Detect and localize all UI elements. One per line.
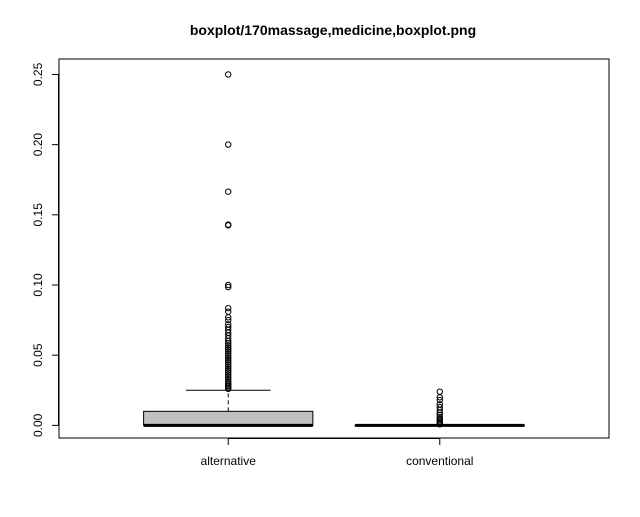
outlier-point: [225, 385, 232, 393]
outlier-point: [225, 363, 232, 370]
x-axis: alternative conventional: [201, 438, 473, 468]
outlier-point: [225, 308, 232, 315]
y-tick-label: 0.05: [31, 343, 45, 367]
outlier-point: [225, 354, 232, 362]
outlier-point: [225, 350, 232, 357]
outlier-point: [225, 188, 232, 195]
box-group-conventional: [354, 388, 525, 428]
outlier-point: [225, 314, 232, 321]
outlier-point: [225, 281, 232, 289]
boxes-layer: [143, 71, 525, 428]
x-tick-label: conventional: [406, 454, 473, 468]
outlier-point: [225, 367, 232, 374]
outlier-point: [225, 340, 232, 347]
outlier-point: [225, 141, 232, 148]
outlier-point: [225, 337, 232, 345]
plot-frame: [58, 58, 610, 439]
outlier-point: [436, 396, 443, 404]
chart-title: boxplot/170massage,medicine,boxplot.png: [190, 22, 476, 38]
outlier-point: [225, 361, 232, 368]
outlier-point: [225, 356, 232, 364]
x-tick-label: alternative: [201, 454, 257, 468]
y-tick-label: 0.20: [31, 133, 45, 157]
outlier-point: [436, 421, 443, 428]
outlier-point: [225, 344, 232, 351]
outlier-point: [436, 388, 443, 395]
y-axis: 0.00 0.05 0.10 0.15 0.20 0.25: [31, 62, 59, 437]
outlier-point: [225, 369, 232, 376]
outlier-point: [225, 304, 232, 312]
outlier-point: [225, 222, 232, 229]
outlier-point: [225, 371, 232, 379]
outlier-point: [225, 348, 232, 355]
box-group-alternative: [143, 71, 314, 427]
outlier-point: [225, 365, 232, 372]
outlier-point: [225, 316, 232, 324]
outlier-point: [225, 346, 232, 353]
outlier-point: [225, 359, 232, 366]
outlier-point: [225, 373, 232, 381]
iqr-box: [143, 410, 314, 426]
y-tick-label: 0.00: [31, 413, 45, 437]
outlier-point: [436, 394, 443, 401]
outlier-point: [225, 283, 232, 291]
outlier-point: [225, 71, 232, 78]
y-tick-label: 0.25: [31, 62, 45, 86]
y-tick-label: 0.15: [31, 203, 45, 227]
y-tick-label: 0.10: [31, 273, 45, 297]
outlier-point: [225, 342, 232, 349]
outlier-point: [225, 352, 232, 360]
outlier-point: [436, 409, 443, 416]
